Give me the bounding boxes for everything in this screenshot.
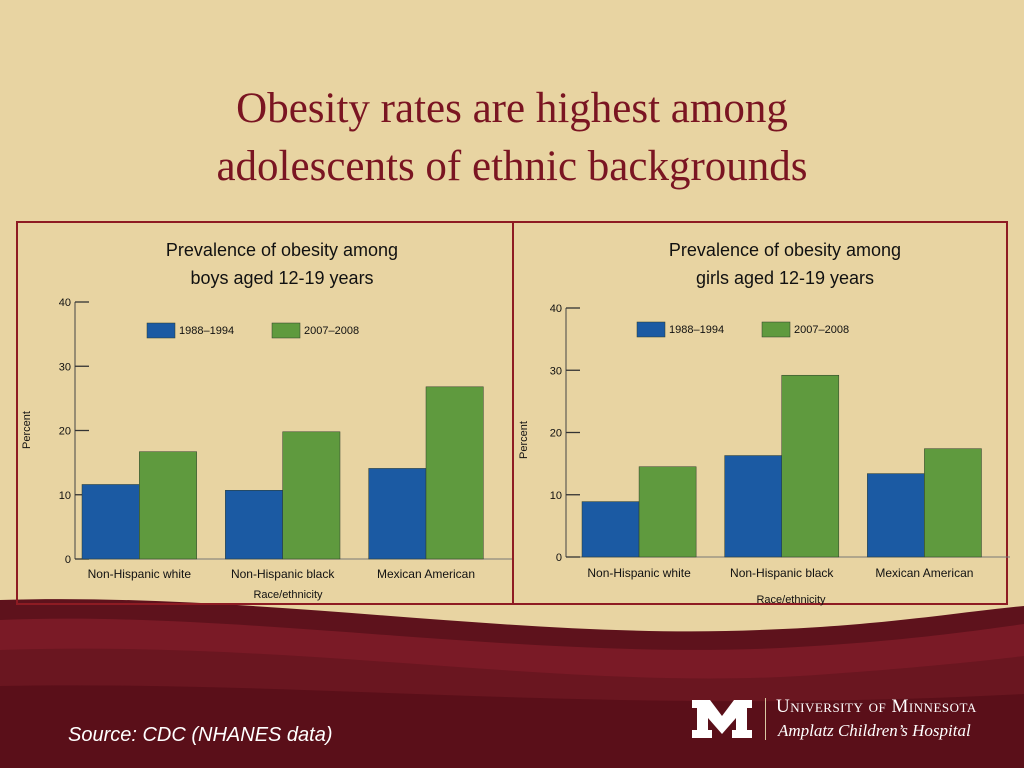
girls-y-tick-label: 20 bbox=[550, 428, 562, 440]
boys-category-label: Mexican American bbox=[377, 567, 475, 581]
boys-y-tick-label: 40 bbox=[59, 297, 71, 309]
girls-category-label: Non-Hispanic white bbox=[587, 566, 691, 580]
logo-divider bbox=[765, 698, 766, 740]
girls-y-tick-label: 40 bbox=[550, 303, 562, 315]
boys-y-tick-label: 0 bbox=[65, 554, 71, 566]
slide-title: Obesity rates are highest among adolesce… bbox=[0, 80, 1024, 196]
hospital-name: Amplatz Children’s Hospital bbox=[778, 721, 971, 740]
girls-legend-label: 2007–2008 bbox=[794, 324, 849, 336]
girls-y-tick-label: 30 bbox=[550, 365, 562, 377]
source-citation: Source: CDC (NHANES data) bbox=[68, 724, 333, 746]
girls-category-label: Non-Hispanic black bbox=[730, 566, 834, 580]
boys-legend-swatch bbox=[271, 322, 301, 339]
boys-bar-1988-1994 bbox=[225, 490, 283, 560]
boys-y-tick-label: 10 bbox=[59, 490, 71, 502]
boys-legend-label: 2007–2008 bbox=[304, 325, 359, 337]
boys-y-axis-label: Percent bbox=[21, 411, 33, 449]
girls-bar-2007-2008 bbox=[638, 466, 697, 558]
girls-bar-2007-2008 bbox=[781, 374, 840, 558]
university-m-logo bbox=[692, 700, 752, 738]
girls-bar-1988-1994 bbox=[724, 455, 782, 558]
girls-category-label: Mexican American bbox=[875, 566, 973, 580]
girls-bar-2007-2008 bbox=[924, 448, 982, 558]
slide-title-line-1: Obesity rates are highest among bbox=[236, 85, 788, 132]
girls-y-tick-label: 0 bbox=[556, 552, 562, 564]
girls-bar-1988-1994 bbox=[867, 473, 925, 558]
girls-y-tick-label: 10 bbox=[550, 490, 562, 502]
slide-title-line-2: adolescents of ethnic backgrounds bbox=[216, 143, 808, 190]
boys-legend-swatch bbox=[146, 322, 176, 339]
boys-category-label: Non-Hispanic white bbox=[88, 567, 192, 581]
girls-y-axis-label: Percent bbox=[518, 421, 530, 459]
girls-chart-title-line-1: Prevalence of obesity among bbox=[669, 240, 901, 260]
boys-bar-2007-2008 bbox=[139, 451, 197, 560]
boys-bar-2007-2008 bbox=[425, 386, 484, 560]
boys-chart-title-line-1: Prevalence of obesity among bbox=[166, 240, 398, 260]
girls-chart-title-line-2: girls aged 12-19 years bbox=[696, 268, 874, 288]
boys-bar-2007-2008 bbox=[282, 431, 341, 560]
girls-legend-label: 1988–1994 bbox=[669, 324, 724, 336]
girls-chart-panel bbox=[512, 221, 1008, 605]
girls-legend-swatch bbox=[636, 321, 666, 338]
girls-legend-swatch bbox=[761, 321, 791, 338]
university-name: University of Minnesota bbox=[776, 696, 977, 717]
boys-category-label: Non-Hispanic black bbox=[231, 567, 335, 581]
girls-bar-1988-1994 bbox=[581, 501, 640, 558]
boys-chart-title-line-2: boys aged 12-19 years bbox=[190, 268, 373, 288]
boys-x-axis-label: Race/ethnicity bbox=[253, 589, 323, 601]
boys-bar-1988-1994 bbox=[81, 484, 140, 560]
boys-y-tick-label: 30 bbox=[59, 361, 71, 373]
girls-x-axis-label: Race/ethnicity bbox=[756, 594, 826, 606]
boys-y-tick-label: 20 bbox=[59, 426, 71, 438]
boys-legend-label: 1988–1994 bbox=[179, 325, 234, 337]
boys-bar-1988-1994 bbox=[368, 468, 427, 560]
